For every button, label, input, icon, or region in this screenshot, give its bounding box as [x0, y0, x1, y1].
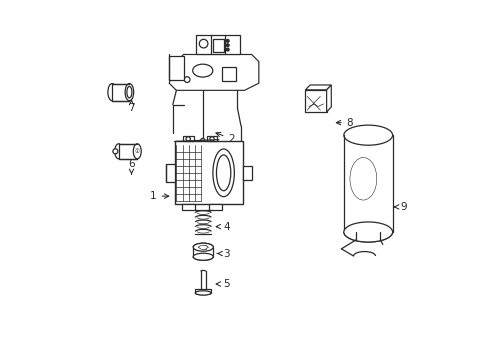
Bar	[206, 136, 217, 141]
Ellipse shape	[209, 137, 214, 141]
Ellipse shape	[216, 155, 230, 191]
Text: 6: 6	[128, 159, 135, 175]
Ellipse shape	[108, 84, 116, 101]
Bar	[183, 136, 193, 141]
Text: 1: 1	[150, 191, 168, 201]
Polygon shape	[169, 54, 258, 90]
Ellipse shape	[226, 48, 229, 51]
Bar	[305, 90, 326, 112]
Text: 9: 9	[394, 202, 407, 212]
Ellipse shape	[192, 64, 212, 77]
Ellipse shape	[349, 157, 376, 200]
Ellipse shape	[133, 144, 141, 159]
Bar	[242, 166, 251, 180]
Ellipse shape	[226, 44, 229, 47]
Text: 7: 7	[128, 100, 135, 113]
Text: 3: 3	[217, 248, 229, 258]
Ellipse shape	[193, 243, 213, 251]
Ellipse shape	[343, 222, 392, 242]
Bar	[165, 164, 174, 182]
Ellipse shape	[115, 144, 122, 159]
Ellipse shape	[199, 39, 207, 48]
Ellipse shape	[200, 138, 204, 143]
Polygon shape	[326, 85, 330, 112]
Bar	[174, 141, 242, 204]
Ellipse shape	[125, 84, 133, 101]
Bar	[195, 289, 211, 293]
Text: ①: ①	[135, 149, 140, 154]
Polygon shape	[305, 85, 330, 90]
Ellipse shape	[212, 149, 234, 197]
Text: 8: 8	[336, 118, 353, 128]
Ellipse shape	[184, 77, 190, 82]
Ellipse shape	[185, 137, 190, 141]
Text: 2: 2	[216, 132, 235, 144]
Bar	[212, 39, 224, 51]
Bar	[119, 144, 137, 159]
Bar	[169, 56, 183, 80]
Bar	[112, 84, 129, 101]
Ellipse shape	[195, 291, 211, 295]
Ellipse shape	[126, 86, 132, 98]
Bar	[182, 204, 194, 210]
Bar	[196, 35, 239, 54]
Ellipse shape	[193, 253, 213, 260]
Ellipse shape	[343, 125, 392, 145]
Bar	[221, 67, 236, 81]
Text: 5: 5	[216, 279, 229, 289]
Ellipse shape	[113, 149, 118, 154]
Bar	[208, 204, 222, 210]
Text: 4: 4	[216, 222, 229, 231]
Ellipse shape	[226, 40, 229, 42]
